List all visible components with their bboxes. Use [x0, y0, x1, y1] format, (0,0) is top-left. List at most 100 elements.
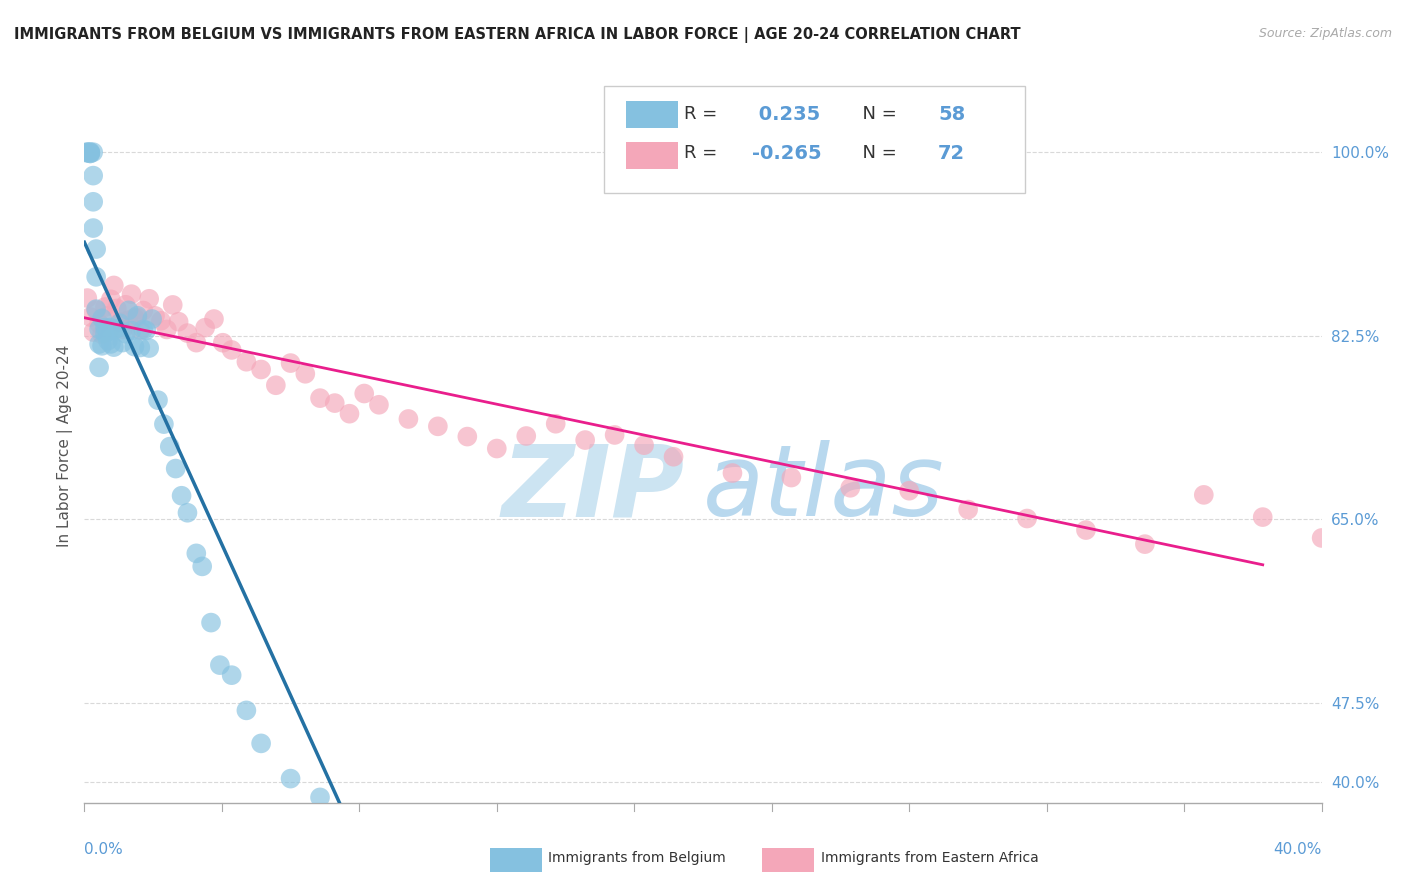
FancyBboxPatch shape	[762, 847, 814, 872]
Point	[544, 417, 567, 431]
Point	[167, 315, 190, 329]
Point	[97, 334, 120, 348]
Point	[100, 320, 122, 334]
Point	[84, 269, 107, 284]
Point	[221, 343, 243, 357]
Point	[156, 322, 179, 336]
Point	[108, 315, 131, 329]
Point	[97, 325, 120, 339]
Point	[957, 502, 980, 516]
Point	[121, 287, 143, 301]
Point	[129, 341, 152, 355]
Point	[124, 340, 146, 354]
Text: IMMIGRANTS FROM BELGIUM VS IMMIGRANTS FROM EASTERN AFRICA IN LABOR FORCE | AGE 2: IMMIGRANTS FROM BELGIUM VS IMMIGRANTS FR…	[14, 27, 1021, 43]
Point	[235, 355, 257, 369]
Point	[633, 438, 655, 452]
Text: -0.265: -0.265	[752, 144, 823, 163]
Point	[176, 506, 198, 520]
Text: R =: R =	[685, 145, 724, 162]
Point	[515, 429, 537, 443]
Point	[1133, 537, 1156, 551]
Point	[94, 326, 117, 341]
Text: Immigrants from Eastern Africa: Immigrants from Eastern Africa	[821, 852, 1038, 865]
Point	[103, 278, 125, 293]
FancyBboxPatch shape	[605, 86, 1025, 193]
Point	[1251, 510, 1274, 524]
Text: 40.0%: 40.0%	[1274, 842, 1322, 857]
Point	[250, 736, 273, 750]
Point	[100, 337, 122, 351]
Point	[117, 303, 139, 318]
Point	[91, 339, 114, 353]
FancyBboxPatch shape	[491, 847, 543, 872]
Point	[280, 772, 302, 786]
Point	[84, 242, 107, 256]
Point	[82, 169, 104, 183]
Point	[186, 335, 208, 350]
Point	[1310, 531, 1333, 545]
Point	[146, 393, 169, 408]
Point	[153, 417, 176, 431]
Point	[176, 326, 198, 340]
Text: Immigrants from Belgium: Immigrants from Belgium	[548, 852, 725, 865]
Point	[82, 221, 104, 235]
Point	[103, 340, 125, 354]
Point	[159, 440, 181, 454]
Point	[94, 320, 117, 334]
Point	[76, 145, 98, 160]
Point	[1192, 488, 1215, 502]
Point	[603, 428, 626, 442]
Point	[132, 322, 155, 336]
Point	[170, 489, 193, 503]
Point	[132, 303, 155, 318]
Point	[138, 292, 160, 306]
Text: N =: N =	[852, 145, 903, 162]
Point	[76, 291, 98, 305]
Point	[91, 327, 114, 342]
Point	[76, 145, 98, 160]
Point	[309, 391, 332, 405]
Point	[87, 322, 110, 336]
Point	[105, 301, 128, 316]
Point	[114, 298, 136, 312]
Point	[121, 324, 143, 338]
Point	[368, 398, 391, 412]
Point	[87, 317, 110, 331]
Point	[1369, 558, 1392, 572]
FancyBboxPatch shape	[626, 102, 678, 128]
Point	[396, 412, 419, 426]
Point	[194, 320, 217, 334]
Point	[79, 146, 101, 161]
Point	[162, 298, 184, 312]
Point	[662, 450, 685, 464]
Point	[84, 302, 107, 317]
Point	[186, 546, 208, 560]
Point	[108, 316, 131, 330]
Point	[111, 322, 134, 336]
Point	[323, 396, 346, 410]
Point	[353, 386, 375, 401]
FancyBboxPatch shape	[626, 142, 678, 169]
Point	[127, 310, 149, 325]
Point	[202, 312, 225, 326]
Point	[780, 470, 803, 484]
Point	[141, 312, 163, 326]
Y-axis label: In Labor Force | Age 20-24: In Labor Force | Age 20-24	[58, 345, 73, 547]
Point	[280, 356, 302, 370]
Point	[200, 615, 222, 630]
Point	[138, 341, 160, 355]
Point	[456, 429, 478, 443]
Point	[235, 703, 257, 717]
Text: N =: N =	[852, 105, 903, 123]
Point	[84, 303, 107, 318]
Point	[221, 668, 243, 682]
Point	[191, 559, 214, 574]
Point	[211, 335, 233, 350]
Point	[264, 378, 287, 392]
Text: R =: R =	[685, 105, 724, 123]
Text: ZIP: ZIP	[502, 441, 685, 537]
Point	[135, 323, 157, 337]
Point	[127, 309, 149, 323]
Point	[97, 309, 120, 323]
Point	[87, 337, 110, 351]
